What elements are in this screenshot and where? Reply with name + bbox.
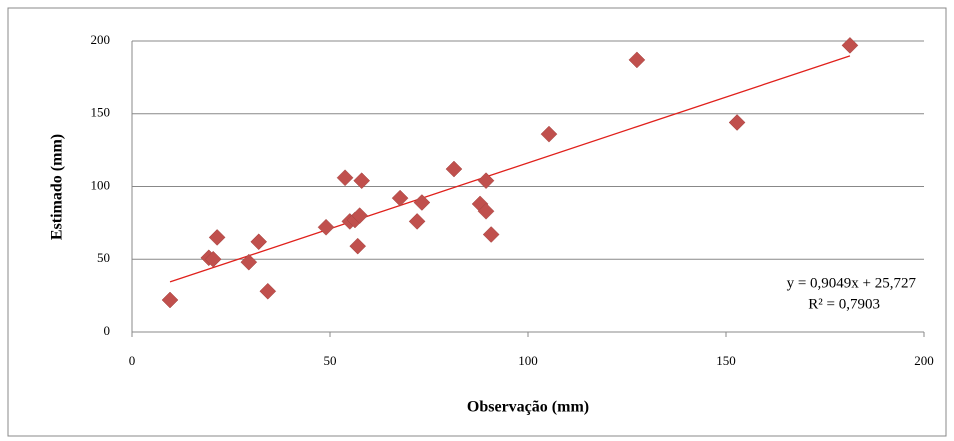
point	[351, 207, 369, 224]
y-tick-label: 200	[91, 32, 111, 47]
trend-r2: R² = 0,7903	[808, 296, 880, 312]
x-tick-label: 0	[129, 353, 136, 368]
point	[336, 169, 354, 187]
trendline	[169, 55, 851, 283]
point	[482, 226, 500, 243]
point	[413, 194, 431, 211]
x-axis-label: Observação (mm)	[467, 399, 589, 416]
point	[259, 282, 277, 300]
x-tick-label: 200	[914, 353, 934, 368]
point	[540, 125, 558, 143]
x-tick-label: 50	[324, 353, 337, 368]
point	[445, 160, 463, 178]
y-tick-label: 50	[97, 250, 110, 265]
y-tick-label: 150	[91, 105, 111, 120]
y-tick-label: 0	[104, 323, 111, 338]
trend-equation: y = 0,9049x + 25,727	[787, 275, 917, 291]
x-tick-label: 150	[716, 353, 736, 368]
point	[317, 218, 335, 236]
point	[349, 237, 367, 255]
chart-frame	[7, 7, 947, 437]
point	[353, 172, 371, 190]
point	[208, 229, 226, 246]
point	[391, 189, 409, 207]
point	[728, 114, 746, 131]
point	[161, 291, 179, 309]
point	[240, 253, 258, 271]
point	[250, 233, 268, 251]
point	[477, 202, 495, 220]
y-axis-label: Estimado (mm)	[49, 134, 66, 240]
point	[477, 172, 495, 190]
point	[408, 213, 426, 230]
y-tick-label: 100	[91, 177, 111, 192]
point	[628, 51, 646, 69]
point	[841, 37, 859, 54]
point	[204, 250, 222, 268]
x-tick-label: 100	[518, 353, 538, 368]
